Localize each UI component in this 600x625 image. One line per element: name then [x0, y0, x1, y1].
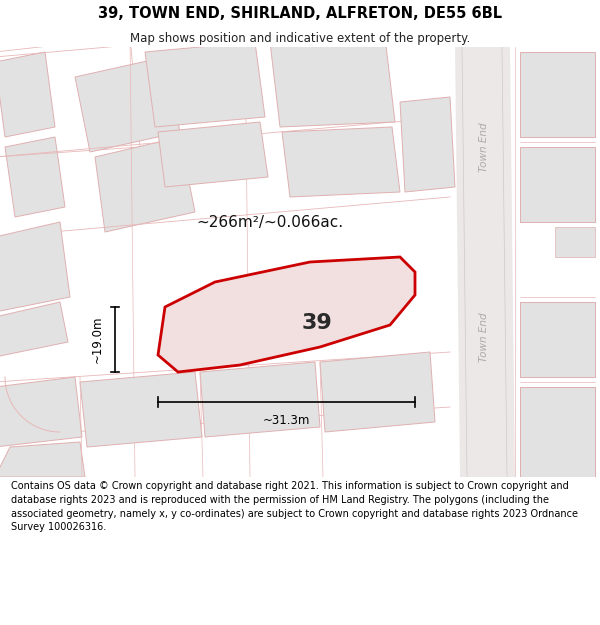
Polygon shape	[282, 127, 400, 197]
Polygon shape	[400, 97, 455, 192]
Polygon shape	[520, 147, 595, 222]
Text: Town End: Town End	[479, 122, 489, 172]
Polygon shape	[0, 442, 85, 477]
Text: 39: 39	[301, 312, 332, 332]
Polygon shape	[270, 37, 395, 127]
Polygon shape	[455, 47, 515, 477]
Polygon shape	[520, 52, 595, 137]
Text: Map shows position and indicative extent of the property.: Map shows position and indicative extent…	[130, 32, 470, 45]
Polygon shape	[158, 257, 415, 372]
Polygon shape	[555, 227, 595, 257]
Text: ~31.3m: ~31.3m	[263, 414, 310, 426]
Text: Town End: Town End	[479, 312, 489, 362]
Text: 39, TOWN END, SHIRLAND, ALFRETON, DE55 6BL: 39, TOWN END, SHIRLAND, ALFRETON, DE55 6…	[98, 6, 502, 21]
Polygon shape	[320, 352, 435, 432]
Polygon shape	[0, 302, 68, 357]
Polygon shape	[200, 362, 320, 437]
Text: ~19.0m: ~19.0m	[91, 316, 104, 363]
Polygon shape	[95, 137, 195, 232]
Text: Contains OS data © Crown copyright and database right 2021. This information is : Contains OS data © Crown copyright and d…	[11, 481, 578, 532]
Polygon shape	[0, 377, 82, 447]
Polygon shape	[0, 52, 55, 137]
Polygon shape	[80, 372, 202, 447]
Polygon shape	[5, 137, 65, 217]
Polygon shape	[520, 387, 595, 477]
Polygon shape	[75, 57, 180, 152]
Polygon shape	[520, 387, 595, 477]
Polygon shape	[158, 122, 268, 187]
Polygon shape	[145, 42, 265, 127]
Polygon shape	[520, 302, 595, 377]
Polygon shape	[0, 222, 70, 312]
Text: ~266m²/~0.066ac.: ~266m²/~0.066ac.	[196, 214, 344, 229]
